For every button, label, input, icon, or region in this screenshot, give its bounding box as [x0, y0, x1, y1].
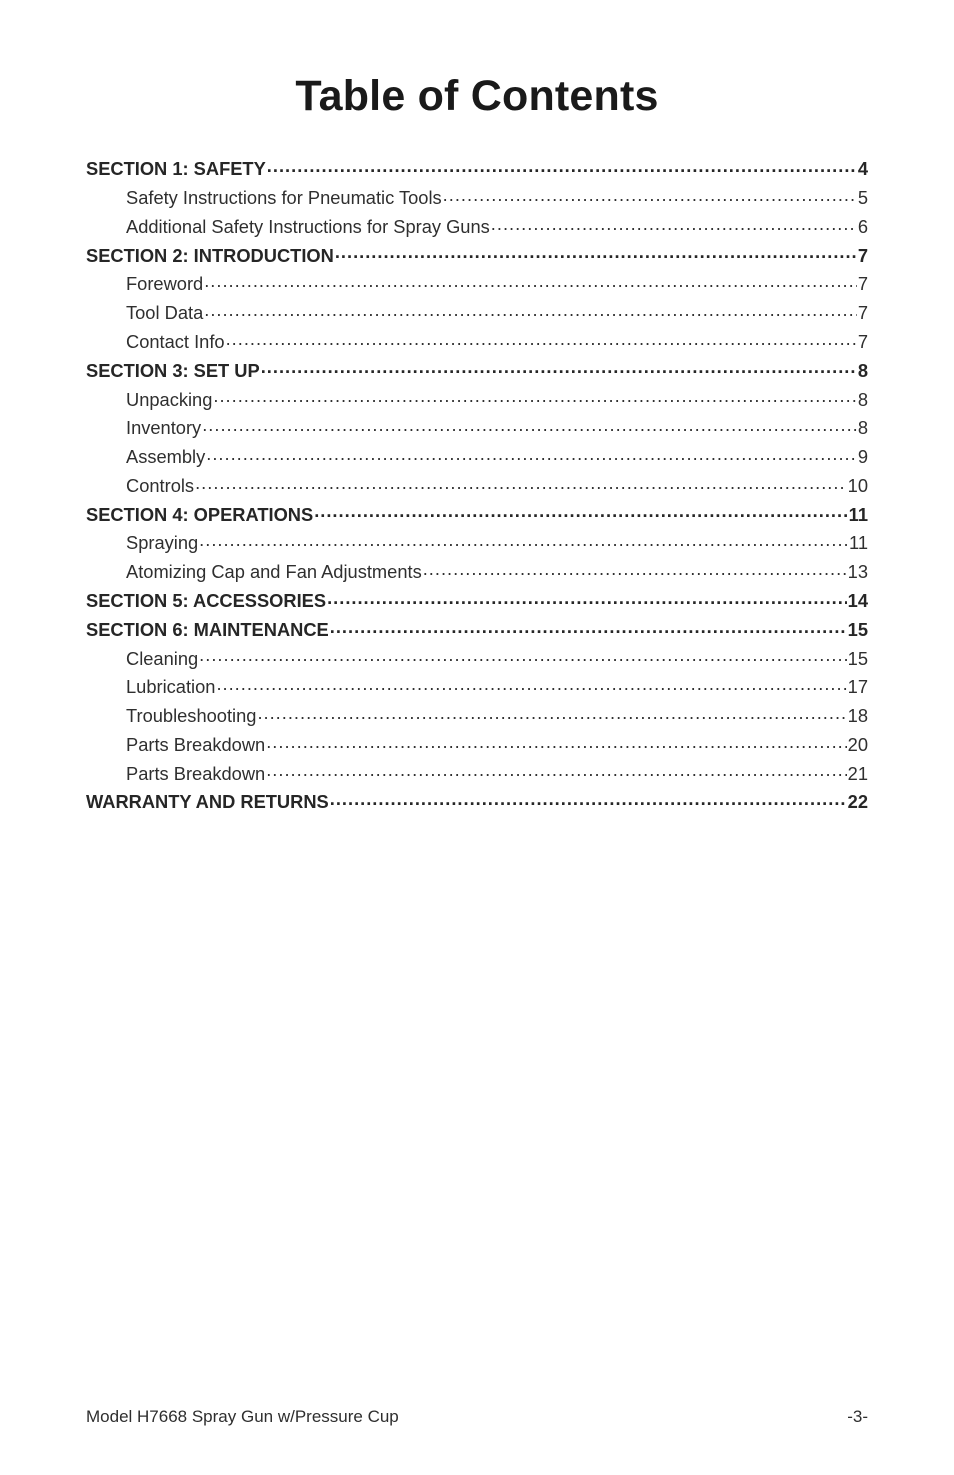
toc-entry-label: Assembly	[126, 448, 205, 466]
toc-leader-dots	[335, 243, 857, 261]
page-footer: Model H7668 Spray Gun w/Pressure Cup -3-	[86, 1407, 868, 1427]
toc-entry: SECTION 5: ACCESSORIES 14	[86, 589, 868, 611]
toc-entry-label: Parts Breakdown	[126, 736, 265, 754]
toc-entry: SECTION 1: SAFETY 4	[86, 157, 868, 179]
toc-entry: SECTION 2: INTRODUCTION 7	[86, 243, 868, 265]
toc-entry-label: Contact Info	[126, 333, 225, 351]
toc-leader-dots	[491, 215, 857, 233]
toc-entry: SECTION 3: SET UP 8	[86, 358, 868, 380]
toc-leader-dots	[204, 301, 857, 319]
toc-leader-dots	[216, 675, 846, 693]
toc-leader-dots	[257, 704, 846, 722]
toc-entry-label: Atomizing Cap and Fan Adjustments	[126, 563, 422, 581]
toc-entry: Inventory 8	[86, 416, 868, 438]
toc-entry-page: 11	[849, 534, 868, 552]
toc-entry-page: 8	[858, 362, 868, 380]
toc-entry: Spraying 11	[86, 531, 868, 553]
toc-entry-label: Additional Safety Instructions for Spray…	[126, 218, 490, 236]
toc-entry: Foreword 7	[86, 272, 868, 294]
toc-entry-page: 22	[848, 793, 868, 811]
toc-entry: Safety Instructions for Pneumatic Tools 5	[86, 186, 868, 208]
toc-leader-dots	[330, 618, 847, 636]
page-title: Table of Contents	[86, 72, 868, 121]
toc-entry-page: 8	[858, 419, 868, 437]
toc-leader-dots	[204, 272, 857, 290]
toc-entry-label: Cleaning	[126, 650, 198, 668]
toc-leader-dots	[261, 358, 857, 376]
toc-entry-page: 7	[858, 333, 868, 351]
toc-entry-page: 15	[848, 621, 868, 639]
toc-entry-page: 6	[858, 218, 868, 236]
toc-entry-page: 5	[858, 189, 868, 207]
toc-leader-dots	[195, 474, 847, 492]
toc-entry: Parts Breakdown 20	[86, 733, 868, 755]
toc-entry-page: 21	[848, 765, 868, 783]
toc-leader-dots	[202, 416, 857, 434]
toc-leader-dots	[423, 560, 847, 578]
toc-entry: Assembly 9	[86, 445, 868, 467]
toc-entry-label: SECTION 6: MAINTENANCE	[86, 621, 329, 639]
toc-entry-page: 4	[858, 160, 868, 178]
toc-entry: Controls 10	[86, 474, 868, 496]
toc-entry-page: 14	[848, 592, 868, 610]
toc-entry-page: 20	[848, 736, 868, 754]
toc-entry-label: SECTION 2: INTRODUCTION	[86, 247, 334, 265]
toc-entry-label: SECTION 5: ACCESSORIES	[86, 592, 326, 610]
toc-entry-label: Controls	[126, 477, 194, 495]
toc-entry-label: Tool Data	[126, 304, 203, 322]
toc-entry-label: Troubleshooting	[126, 707, 256, 725]
toc-entry: Tool Data 7	[86, 301, 868, 323]
footer-page-number: -3-	[847, 1407, 868, 1427]
toc-entry-page: 8	[858, 391, 868, 409]
toc-leader-dots	[199, 646, 846, 664]
toc-entry-page: 17	[848, 678, 868, 696]
toc-leader-dots	[267, 157, 857, 175]
toc-entry-label: Lubrication	[126, 678, 215, 696]
toc-entry: Unpacking 8	[86, 387, 868, 409]
toc-leader-dots	[443, 186, 857, 204]
toc-entry-label: Foreword	[126, 275, 203, 293]
toc-leader-dots	[199, 531, 848, 549]
toc-entry: SECTION 6: MAINTENANCE 15	[86, 618, 868, 640]
toc-leader-dots	[213, 387, 856, 405]
toc-leader-dots	[314, 502, 847, 520]
toc-entry-page: 13	[848, 563, 868, 581]
toc-entry-page: 10	[848, 477, 868, 495]
toc-entry-label: WARRANTY AND RETURNS	[86, 793, 329, 811]
toc-entry: Cleaning 15	[86, 646, 868, 668]
toc-entry-page: 7	[858, 275, 868, 293]
toc-entry-label: SECTION 1: SAFETY	[86, 160, 266, 178]
footer-model: Model H7668 Spray Gun w/Pressure Cup	[86, 1407, 399, 1427]
toc-entry: Parts Breakdown 21	[86, 761, 868, 783]
page: Table of Contents SECTION 1: SAFETY 4 Safe…	[0, 0, 954, 1475]
toc-entry: Contact Info 7	[86, 330, 868, 352]
toc-entry: WARRANTY AND RETURNS 22	[86, 790, 868, 812]
toc-entry-label: SECTION 3: SET UP	[86, 362, 260, 380]
toc-entry-page: 7	[858, 247, 868, 265]
toc-entry-page: 15	[848, 650, 868, 668]
toc-entry: Atomizing Cap and Fan Adjustments 13	[86, 560, 868, 582]
toc-entry-label: Spraying	[126, 534, 198, 552]
toc-entry-label: Parts Breakdown	[126, 765, 265, 783]
toc-entry-page: 9	[858, 448, 868, 466]
toc-entry-label: Inventory	[126, 419, 201, 437]
toc-leader-dots	[266, 733, 846, 751]
toc-entry: Troubleshooting 18	[86, 704, 868, 726]
toc-leader-dots	[226, 330, 857, 348]
toc-leader-dots	[330, 790, 847, 808]
toc-entry-label: Unpacking	[126, 391, 212, 409]
toc-entry-label: Safety Instructions for Pneumatic Tools	[126, 189, 442, 207]
toc-leader-dots	[206, 445, 857, 463]
toc-entry-page: 7	[858, 304, 868, 322]
toc-entry-page: 11	[849, 506, 868, 524]
toc-entry: SECTION 4: OPERATIONS 11	[86, 502, 868, 524]
toc-entry-page: 18	[848, 707, 868, 725]
toc-entry-label: SECTION 4: OPERATIONS	[86, 506, 313, 524]
table-of-contents: SECTION 1: SAFETY 4 Safety Instructions fo…	[86, 157, 868, 812]
toc-entry: Lubrication 17	[86, 675, 868, 697]
toc-entry: Additional Safety Instructions for Spray…	[86, 215, 868, 237]
toc-leader-dots	[266, 761, 846, 779]
toc-leader-dots	[327, 589, 847, 607]
